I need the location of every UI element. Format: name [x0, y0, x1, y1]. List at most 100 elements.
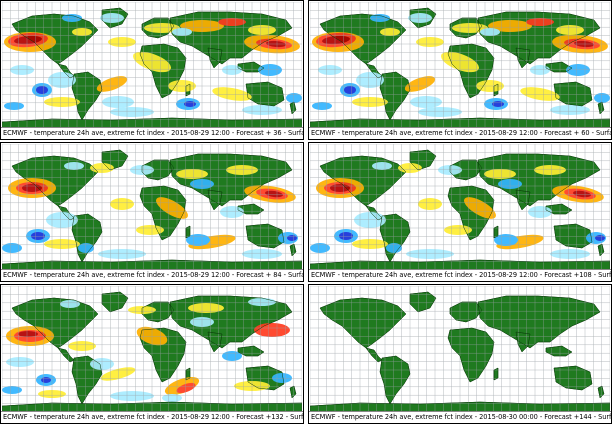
weak-cold-anomaly [222, 65, 242, 75]
cold-anomaly [312, 102, 332, 110]
weak-warm-anomaly [226, 165, 258, 175]
forecast-caption-84: ECMWF - temperature 24h ave, extreme fct… [1, 269, 303, 281]
strong-warm-anomaly [14, 35, 42, 45]
strong-warm-anomaly [18, 331, 38, 337]
strong-warm-anomaly [265, 190, 283, 198]
forecast-panel-36: ECMWF - temperature 24h ave, extreme fct… [0, 0, 304, 140]
weak-cold-anomaly [372, 162, 392, 170]
weak-cold-anomaly [354, 212, 386, 228]
cold-anomaly [2, 386, 22, 394]
forecast-panel-108: ECMWF - temperature 24h ave, extreme fct… [308, 142, 612, 282]
weak-cold-anomaly [46, 212, 78, 228]
weak-cold-anomaly [110, 391, 154, 401]
cold-anomaly [594, 93, 610, 103]
weak-cold-anomaly [528, 206, 552, 218]
strong-cold-anomaly [184, 101, 196, 107]
weak-warm-anomaly [188, 303, 224, 313]
forecast-map-108 [310, 144, 610, 270]
weak-warm-anomaly [484, 169, 516, 179]
lat-lon-grid [2, 144, 302, 270]
weak-warm-anomaly [416, 37, 444, 47]
weak-warm-anomaly [176, 169, 208, 179]
forecast-caption-60: ECMWF - temperature 24h ave, extreme fct… [309, 127, 611, 139]
strong-cold-anomaly [339, 232, 353, 240]
lat-lon-grid [310, 286, 610, 412]
weak-cold-anomaly [102, 96, 134, 108]
weak-cold-anomaly [418, 107, 462, 117]
weak-warm-anomaly [68, 341, 96, 351]
weak-cold-anomaly [410, 96, 442, 108]
coastline-layer [310, 149, 610, 270]
weak-warm-anomaly [136, 225, 164, 235]
strong-cold-anomaly [287, 235, 297, 241]
coastline-layer [310, 7, 610, 128]
warm-anomaly [254, 323, 290, 337]
coastline-layer [310, 291, 610, 412]
weak-warm-anomaly [212, 87, 252, 101]
weak-cold-anomaly [408, 13, 432, 23]
forecast-map-84 [2, 144, 302, 270]
weak-warm-anomaly [110, 198, 134, 210]
weak-cold-anomaly [318, 65, 342, 75]
cold-anomaly [566, 64, 590, 76]
weak-warm-anomaly [44, 97, 80, 107]
forecast-panel-84: ECMWF - temperature 24h ave, extreme fct… [0, 142, 304, 282]
cold-anomaly [78, 243, 94, 253]
forecast-caption-36: ECMWF - temperature 24h ave, extreme fct… [1, 127, 303, 139]
warm-anomaly [526, 18, 554, 26]
forecast-panel-60: ECMWF - temperature 24h ave, extreme fct… [308, 0, 612, 140]
forecast-map-36 [2, 2, 302, 128]
weak-cold-anomaly [480, 28, 500, 36]
mild-warm-anomaly [156, 197, 188, 219]
lat-lon-grid [2, 286, 302, 412]
cold-anomaly [286, 93, 302, 103]
strong-cold-anomaly [41, 377, 51, 383]
forecast-map-144 [310, 286, 610, 412]
mild-warm-anomaly [404, 76, 436, 92]
weak-warm-anomaly [248, 25, 276, 35]
cold-anomaly [494, 234, 518, 246]
coastline-layer [2, 149, 302, 270]
cold-anomaly [258, 64, 282, 76]
forecast-panel-144: ECMWF - temperature 24h ave, extreme fct… [308, 284, 612, 424]
strong-warm-anomaly [22, 184, 42, 192]
weak-cold-anomaly [242, 105, 282, 115]
coastline-layer [2, 7, 302, 128]
coastline-layer [2, 291, 302, 412]
lat-lon-grid [2, 2, 302, 128]
weak-cold-anomaly [550, 249, 590, 259]
weak-cold-anomaly [110, 107, 154, 117]
warm-anomaly [218, 18, 246, 26]
weak-cold-anomaly [10, 65, 34, 75]
weak-cold-anomaly [172, 28, 192, 36]
forecast-caption-108: ECMWF - temperature 24h ave, extreme fct… [309, 269, 611, 281]
weak-cold-anomaly [64, 162, 84, 170]
weak-cold-anomaly [48, 72, 76, 88]
weak-cold-anomaly [530, 65, 550, 75]
cold-anomaly [386, 243, 402, 253]
weak-warm-anomaly [108, 37, 136, 47]
weak-cold-anomaly [60, 300, 80, 308]
weak-warm-anomaly [556, 25, 584, 35]
forecast-panel-132: ECMWF - temperature 24h ave, extreme fct… [0, 284, 304, 424]
weak-warm-anomaly [352, 97, 388, 107]
cold-anomaly [272, 373, 292, 383]
warm-anomaly [176, 382, 196, 394]
strong-cold-anomaly [36, 86, 48, 94]
forecast-caption-132: ECMWF - temperature 24h ave, extreme fct… [1, 411, 303, 423]
weak-cold-anomaly [220, 206, 244, 218]
weak-warm-anomaly [380, 28, 400, 36]
weak-warm-anomaly [72, 28, 92, 36]
weak-warm-anomaly [352, 239, 388, 249]
weak-warm-anomaly [444, 225, 472, 235]
efi-field-layer [2, 298, 292, 402]
efi-field-layer [312, 13, 610, 117]
forecast-map-132 [2, 286, 302, 412]
strong-warm-anomaly [322, 35, 350, 45]
cold-anomaly [4, 102, 24, 110]
weak-cold-anomaly [550, 105, 590, 115]
mild-warm-anomaly [464, 197, 496, 219]
weak-warm-anomaly [520, 87, 560, 101]
cold-anomaly [2, 243, 22, 253]
